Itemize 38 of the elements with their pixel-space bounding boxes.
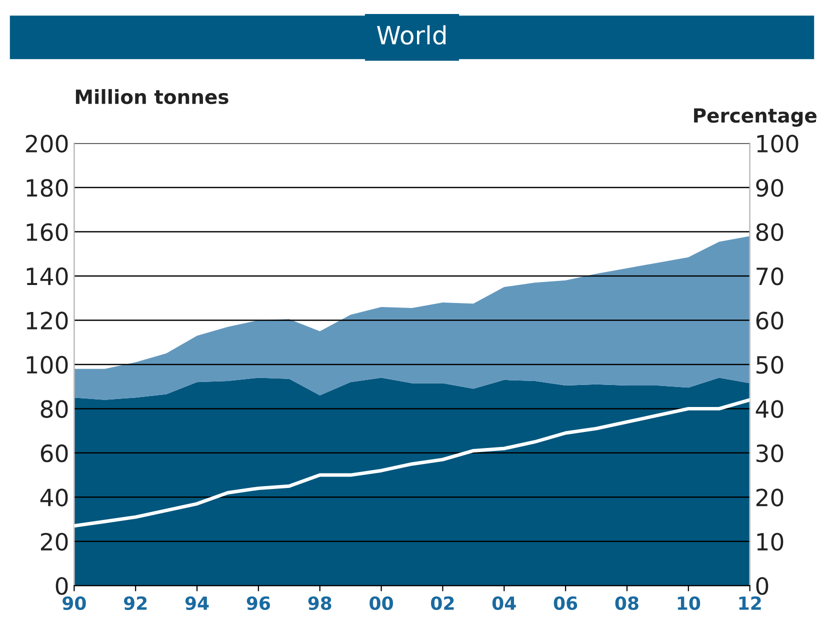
y2-tick-label: 20 (756, 488, 784, 506)
y-tick-label: 40 (40, 488, 68, 506)
x-tick-label: 00 (370, 596, 393, 610)
y-tick-label: 160 (26, 223, 68, 242)
y-tick-label: 120 (26, 312, 68, 330)
line-series (74, 398, 750, 528)
x-tick-label: 96 (246, 596, 270, 610)
x-tick-label: 90 (62, 596, 86, 610)
y-tick-label: 100 (26, 356, 68, 374)
y-tick-label: 140 (26, 267, 68, 286)
y2-tick-label: 40 (756, 400, 784, 418)
x-tick-label: 04 (492, 596, 516, 610)
x-tick-label: 12 (739, 596, 761, 610)
y2-tick-label: 60 (756, 312, 784, 330)
y-axis-title: Million tonnes (76, 89, 228, 104)
y-tick-label: 180 (26, 178, 68, 197)
y2-tick-label: 70 (756, 267, 784, 286)
x-tick-label: 98 (308, 596, 332, 610)
y2-tick-label: 80 (756, 223, 784, 242)
x-tick-label: 08 (615, 596, 638, 610)
y-tick-label: 0 (56, 577, 68, 595)
y-tick-label: 80 (40, 400, 68, 418)
y-tick-label: 60 (40, 444, 68, 462)
x-tick-label: 10 (678, 596, 700, 610)
x-tick-label: 02 (431, 596, 454, 610)
y-tick-label: 20 (40, 532, 68, 551)
y2-tick-label: 0 (756, 577, 768, 595)
x-tick-label: 92 (124, 596, 147, 610)
x-tick-label: 94 (185, 596, 209, 610)
y-tick-label: 200 (26, 134, 68, 153)
y2-tick-label: 100 (757, 134, 798, 153)
y2-tick-label: 50 (756, 356, 784, 374)
chart-title: World (377, 25, 446, 45)
y2-tick-label: 10 (757, 532, 784, 551)
y2-tick-label: 30 (756, 444, 784, 462)
y2-tick-label: 90 (756, 178, 784, 197)
y2-axis-title: Percentage (694, 108, 816, 127)
x-tick-label: 06 (554, 596, 578, 610)
